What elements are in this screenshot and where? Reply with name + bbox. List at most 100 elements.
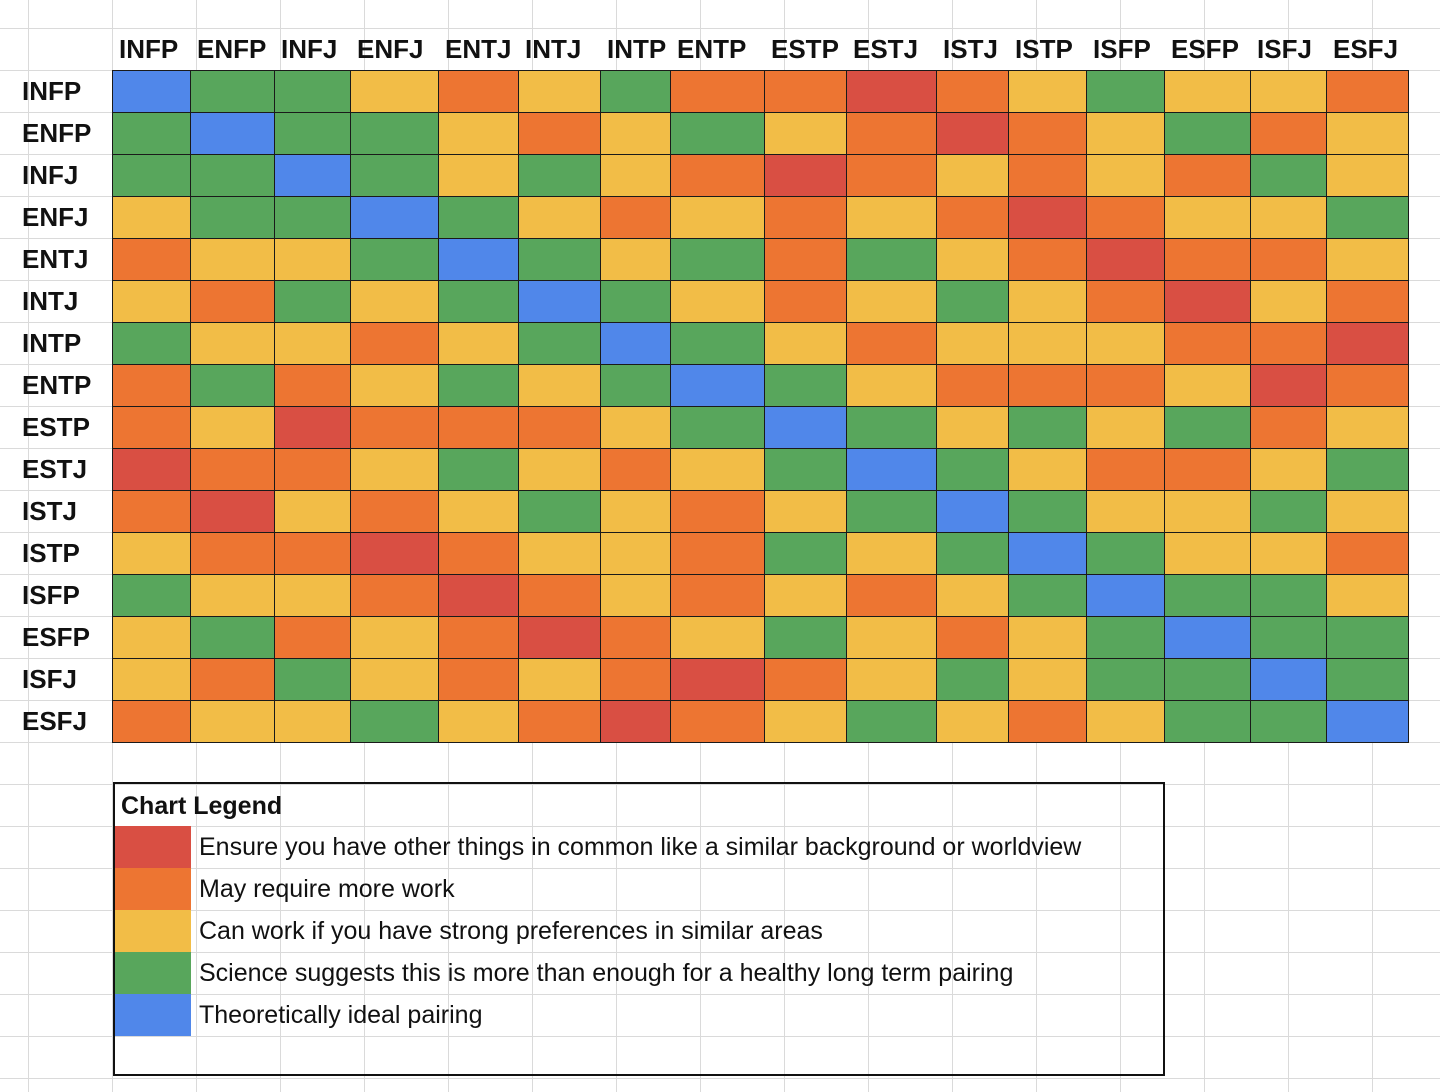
heatmap-cell-infj-esfp	[1164, 154, 1251, 197]
heatmap-cell-intp-enfp	[190, 322, 275, 365]
heatmap-cell-istj-entj	[438, 490, 519, 533]
heatmap-cell-isfj-enfp	[190, 658, 275, 701]
heatmap-cell-isfp-isfp	[1086, 574, 1165, 617]
heatmap-cell-istj-enfp	[190, 490, 275, 533]
heatmap-cell-isfp-enfp	[190, 574, 275, 617]
heatmap-cell-enfj-entj	[438, 196, 519, 239]
heatmap-cell-infj-isfj	[1250, 154, 1327, 197]
heatmap-cell-estj-intj	[518, 448, 601, 491]
heatmap-cell-intp-estp	[764, 322, 847, 365]
heatmap-cell-intp-estj	[846, 322, 937, 365]
heatmap-cell-enfp-enfp	[190, 112, 275, 155]
heatmap-cell-intj-esfp	[1164, 280, 1251, 323]
heatmap-cell-isfj-intj	[518, 658, 601, 701]
heatmap-cell-esfp-istj	[936, 616, 1009, 659]
heatmap-cell-infj-enfj	[350, 154, 439, 197]
heatmap-cell-estp-estj	[846, 406, 937, 449]
heatmap-cell-esfp-enfj	[350, 616, 439, 659]
heatmap-cell-entj-esfj	[1326, 238, 1409, 281]
heatmap-cell-infp-estp	[764, 70, 847, 113]
heatmap-cell-istj-istp	[1008, 490, 1087, 533]
heatmap-cell-istp-infj	[274, 532, 351, 575]
heatmap-cell-esfp-intj	[518, 616, 601, 659]
heatmap-cell-estp-entj	[438, 406, 519, 449]
heatmap-cell-enfj-intp	[600, 196, 671, 239]
heatmap-cell-istp-istp	[1008, 532, 1087, 575]
heatmap-cell-isfp-infp	[112, 574, 191, 617]
row-header-esfj: ESFJ	[22, 706, 88, 736]
heatmap-cell-enfp-isfp	[1086, 112, 1165, 155]
heatmap-cell-estj-istj	[936, 448, 1009, 491]
heatmap-cell-enfp-entj	[438, 112, 519, 155]
heatmap-cell-esfj-isfp	[1086, 700, 1165, 743]
heatmap-cell-entj-enfj	[350, 238, 439, 281]
heatmap-cell-entp-isfj	[1250, 364, 1327, 407]
heatmap-cell-esfj-esfj	[1326, 700, 1409, 743]
heatmap-cell-enfj-infj	[274, 196, 351, 239]
heatmap-cell-intp-istj	[936, 322, 1009, 365]
heatmap-cell-intj-enfj	[350, 280, 439, 323]
heatmap-cell-esfj-esfp	[1164, 700, 1251, 743]
heatmap-cell-istj-isfj	[1250, 490, 1327, 533]
heatmap-cell-isfj-entp	[670, 658, 765, 701]
heatmap-cell-entp-istj	[936, 364, 1009, 407]
heatmap-cell-entj-entp	[670, 238, 765, 281]
heatmap-cell-enfp-esfj	[1326, 112, 1409, 155]
heatmap-cell-isfp-enfj	[350, 574, 439, 617]
heatmap-cell-estj-enfp	[190, 448, 275, 491]
column-header-intj: INTJ	[525, 34, 582, 64]
heatmap-cell-istp-esfp	[1164, 532, 1251, 575]
heatmap-cell-enfp-enfj	[350, 112, 439, 155]
heatmap-cell-infj-istj	[936, 154, 1009, 197]
heatmap-cell-isfp-istp	[1008, 574, 1087, 617]
heatmap-cell-estj-enfj	[350, 448, 439, 491]
heatmap-cell-intj-istj	[936, 280, 1009, 323]
heatmap-cell-infj-estj	[846, 154, 937, 197]
column-header-esfj: ESFJ	[1333, 34, 1399, 64]
heatmap-cell-esfj-istj	[936, 700, 1009, 743]
row-header-estj: ESTJ	[22, 454, 88, 484]
legend-swatch	[115, 910, 191, 952]
heatmap-cell-enfj-istp	[1008, 196, 1087, 239]
heatmap-cell-isfp-intj	[518, 574, 601, 617]
heatmap-cell-estp-intj	[518, 406, 601, 449]
heatmap-cell-esfp-entj	[438, 616, 519, 659]
heatmap-cell-infp-infj	[274, 70, 351, 113]
heatmap-cell-istj-infj	[274, 490, 351, 533]
heatmap-cell-entp-estj	[846, 364, 937, 407]
heatmap-cell-estp-infp	[112, 406, 191, 449]
heatmap-cell-estj-isfj	[1250, 448, 1327, 491]
heatmap-cell-isfp-esfp	[1164, 574, 1251, 617]
heatmap-cell-istj-estp	[764, 490, 847, 533]
heatmap-cell-isfp-esfj	[1326, 574, 1409, 617]
heatmap-cell-estp-isfj	[1250, 406, 1327, 449]
heatmap-cell-esfp-infp	[112, 616, 191, 659]
heatmap-cell-entj-estj	[846, 238, 937, 281]
heatmap-cell-entj-esfp	[1164, 238, 1251, 281]
heatmap-cell-enfj-isfp	[1086, 196, 1165, 239]
heatmap-cell-estj-infj	[274, 448, 351, 491]
column-header-estp: ESTP	[771, 34, 839, 64]
heatmap-cell-entj-infp	[112, 238, 191, 281]
heatmap-cell-enfj-esfj	[1326, 196, 1409, 239]
column-header-enfj: ENFJ	[357, 34, 424, 64]
heatmap-cell-infj-entp	[670, 154, 765, 197]
legend-swatch	[115, 868, 191, 910]
heatmap-cell-isfp-istj	[936, 574, 1009, 617]
heatmap-cell-infj-intp	[600, 154, 671, 197]
heatmap-cell-istp-entj	[438, 532, 519, 575]
heatmap-cell-estp-esfj	[1326, 406, 1409, 449]
heatmap-cell-intp-intp	[600, 322, 671, 365]
column-header-istp: ISTP	[1015, 34, 1073, 64]
heatmap-cell-estj-estp	[764, 448, 847, 491]
heatmap-cell-infj-infp	[112, 154, 191, 197]
heatmap-cell-intj-esfj	[1326, 280, 1409, 323]
heatmap-cell-esfj-entj	[438, 700, 519, 743]
column-header-estj: ESTJ	[853, 34, 919, 64]
heatmap-cell-intj-estp	[764, 280, 847, 323]
heatmap-cell-entp-istp	[1008, 364, 1087, 407]
heatmap-cell-estj-estj	[846, 448, 937, 491]
heatmap-cell-infj-isfp	[1086, 154, 1165, 197]
heatmap-cell-esfj-infp	[112, 700, 191, 743]
heatmap-cell-infj-esfj	[1326, 154, 1409, 197]
